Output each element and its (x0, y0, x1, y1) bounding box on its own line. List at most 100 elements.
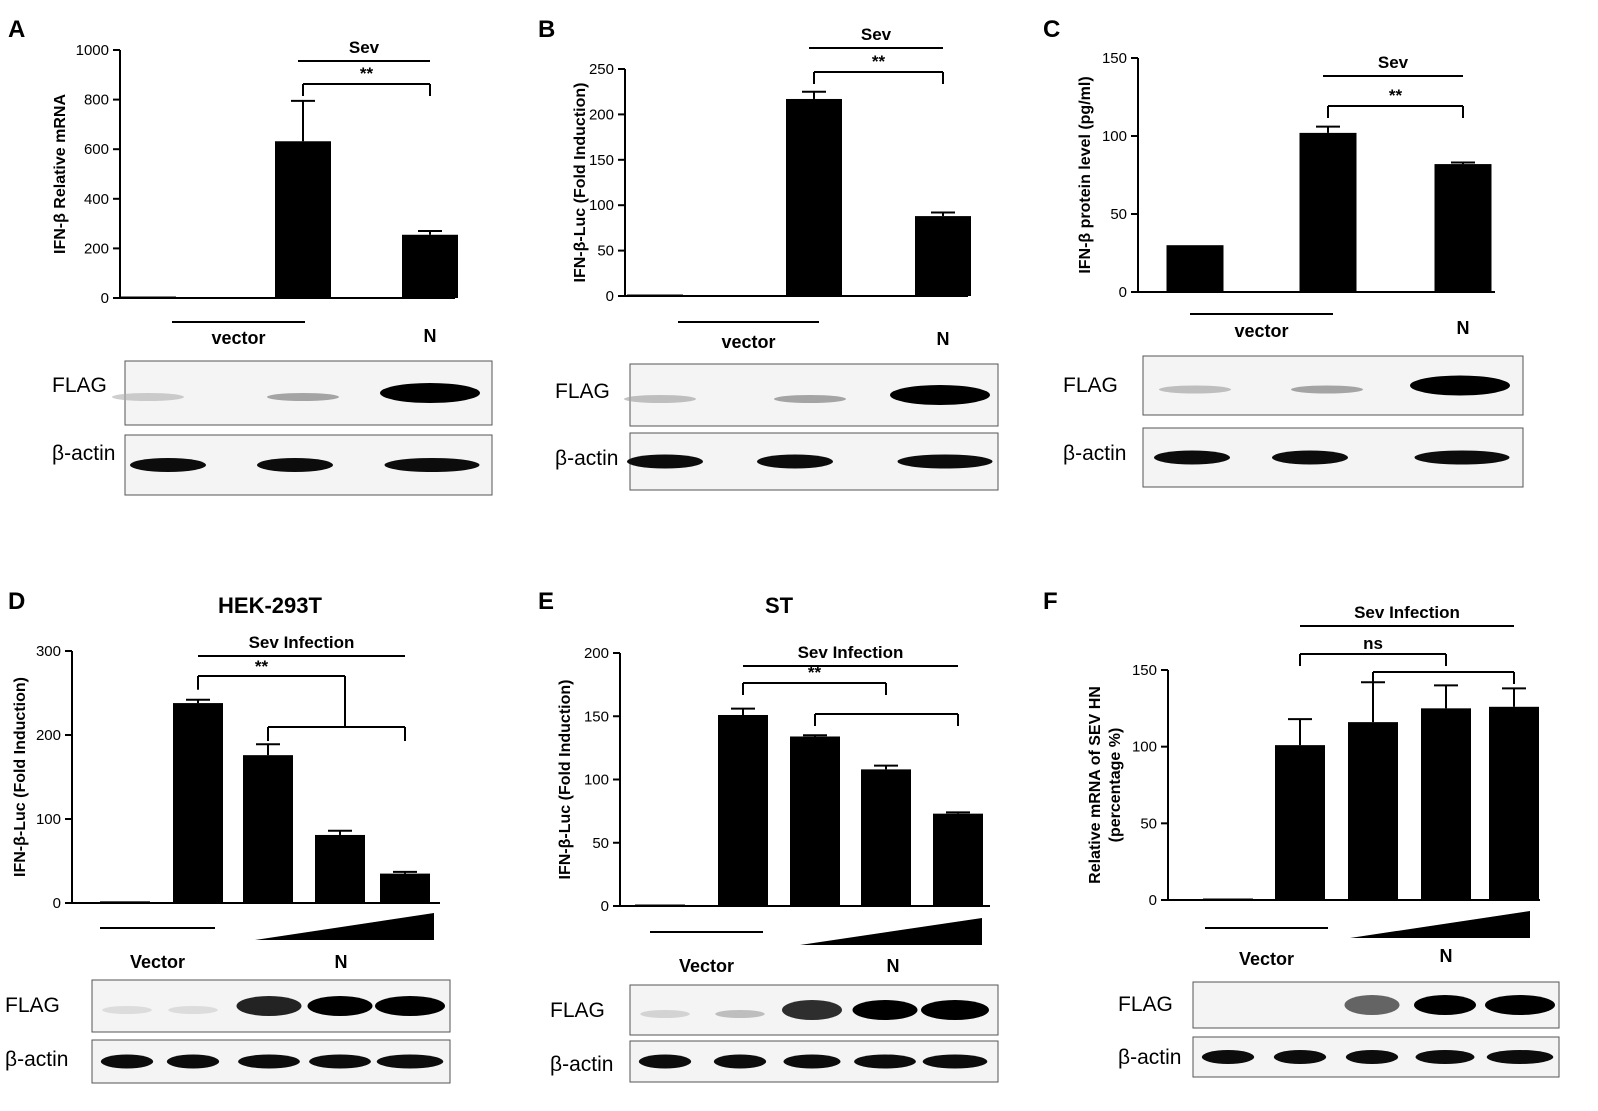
bar (933, 813, 983, 906)
blot-band (854, 1054, 916, 1069)
blot-band (130, 458, 206, 472)
treatment-label: Sev Infection (798, 643, 904, 662)
panel-letter: E (538, 588, 554, 615)
y-tick-label: 0 (1119, 284, 1127, 301)
group-label: Vector (1239, 949, 1294, 969)
panel-d: D HEK-293T 0 100 200 300 IFN-β-Luc (Fold Induc… (5, 588, 451, 1084)
sig-label: ** (255, 657, 269, 676)
y-tick-label: 150 (1102, 50, 1127, 67)
sig-label: ** (360, 64, 374, 83)
group-label: N (937, 329, 950, 349)
group-label: Vector (130, 952, 185, 972)
blot-band (168, 1006, 218, 1014)
y-axis-label: IFN-β-Luc (Fold Induction) (557, 680, 574, 880)
blot-band (112, 393, 184, 401)
blot-band (1410, 375, 1510, 396)
group-label: N (1440, 946, 1453, 966)
bar (380, 873, 430, 903)
blot-label-actin: β-actin (1063, 442, 1126, 465)
blot-band (1154, 450, 1230, 465)
blot-label-actin: β-actin (1118, 1046, 1181, 1069)
blot-band (852, 1000, 918, 1020)
blot-band (1291, 385, 1363, 394)
blot-label-flag: FLAG (550, 999, 605, 1022)
y-tick-label: 200 (84, 240, 109, 257)
panel-f: F 0 50 100 150 Relative mRNA of SEV HN (percen… (1043, 588, 1560, 1078)
y-tick-label: 50 (1110, 206, 1127, 223)
panel-letter: D (8, 588, 25, 615)
blot-band (380, 383, 480, 403)
blot-band (1159, 385, 1231, 394)
blot-band (922, 1054, 988, 1069)
panel-letter: A (8, 16, 25, 43)
group-label: vector (721, 332, 775, 352)
y-tick-label: 200 (589, 106, 614, 123)
group-label: N (335, 952, 348, 972)
blot-band (257, 458, 333, 472)
y-tick-label: 0 (606, 288, 614, 305)
blot-band (102, 1006, 152, 1014)
blot-band (624, 395, 696, 403)
y-tick-label: 100 (1132, 739, 1157, 756)
blot-band (309, 1054, 371, 1069)
bar (915, 216, 971, 296)
bar (120, 296, 176, 298)
y-tick-label: 50 (597, 243, 614, 260)
bar (1489, 706, 1539, 900)
blot-band (627, 454, 703, 469)
bar (1275, 745, 1325, 900)
sig-label: ** (1389, 86, 1403, 105)
y-tick-label: 250 (589, 61, 614, 78)
y-tick-label: 200 (36, 727, 61, 744)
bar (627, 294, 683, 296)
panel-title: HEK-293T (218, 593, 322, 618)
blot-band (757, 454, 833, 469)
blot-band (166, 1054, 220, 1069)
blot-label-flag: FLAG (1118, 993, 1173, 1016)
y-tick-label: 0 (601, 898, 609, 915)
blot-band (1414, 995, 1476, 1015)
y-axis-label: IFN-β protein level (pg/ml) (1077, 76, 1094, 273)
treatment-label: Sev (1378, 53, 1409, 72)
sig-label: ns (1363, 634, 1383, 653)
group-label: vector (1234, 321, 1288, 341)
treatment-label: Sev Infection (249, 633, 355, 652)
blot-band (1273, 1050, 1327, 1064)
y-axis-label: IFN-β-Luc (Fold Induction) (572, 83, 589, 283)
bar (173, 703, 223, 903)
y-tick-label: 50 (592, 835, 609, 852)
bar (402, 234, 458, 298)
y-tick-label: 0 (101, 290, 109, 307)
blot-band (375, 996, 445, 1016)
bar (243, 755, 293, 903)
y-tick-label: 400 (84, 191, 109, 208)
blot-band (782, 1000, 842, 1020)
y-tick-label: 0 (1149, 892, 1157, 909)
blot-band (1485, 995, 1555, 1015)
blot-label-flag: FLAG (1063, 374, 1118, 397)
blot-band (715, 1010, 765, 1018)
y-tick-label: 600 (84, 141, 109, 158)
bar (1348, 722, 1398, 900)
treatment-label: Sev (861, 25, 892, 44)
blot-band (1272, 450, 1348, 465)
sig-label: ** (872, 52, 886, 71)
bar (718, 714, 768, 906)
treatment-label: Sev (349, 38, 380, 57)
blot-band (267, 393, 339, 401)
blot-label-flag: FLAG (5, 994, 60, 1017)
y-tick-label: 150 (584, 708, 609, 725)
bar (635, 904, 685, 906)
blot-label-actin: β-actin (5, 1048, 68, 1071)
group-label: vector (211, 328, 265, 348)
bar (1203, 898, 1253, 900)
bar (100, 901, 150, 903)
dose-wedge (1350, 911, 1530, 938)
y-tick-label: 50 (1140, 815, 1157, 832)
blot-band (897, 454, 993, 469)
blot-band (774, 395, 846, 403)
bar (1421, 708, 1471, 900)
panel-letter: C (1043, 16, 1060, 43)
